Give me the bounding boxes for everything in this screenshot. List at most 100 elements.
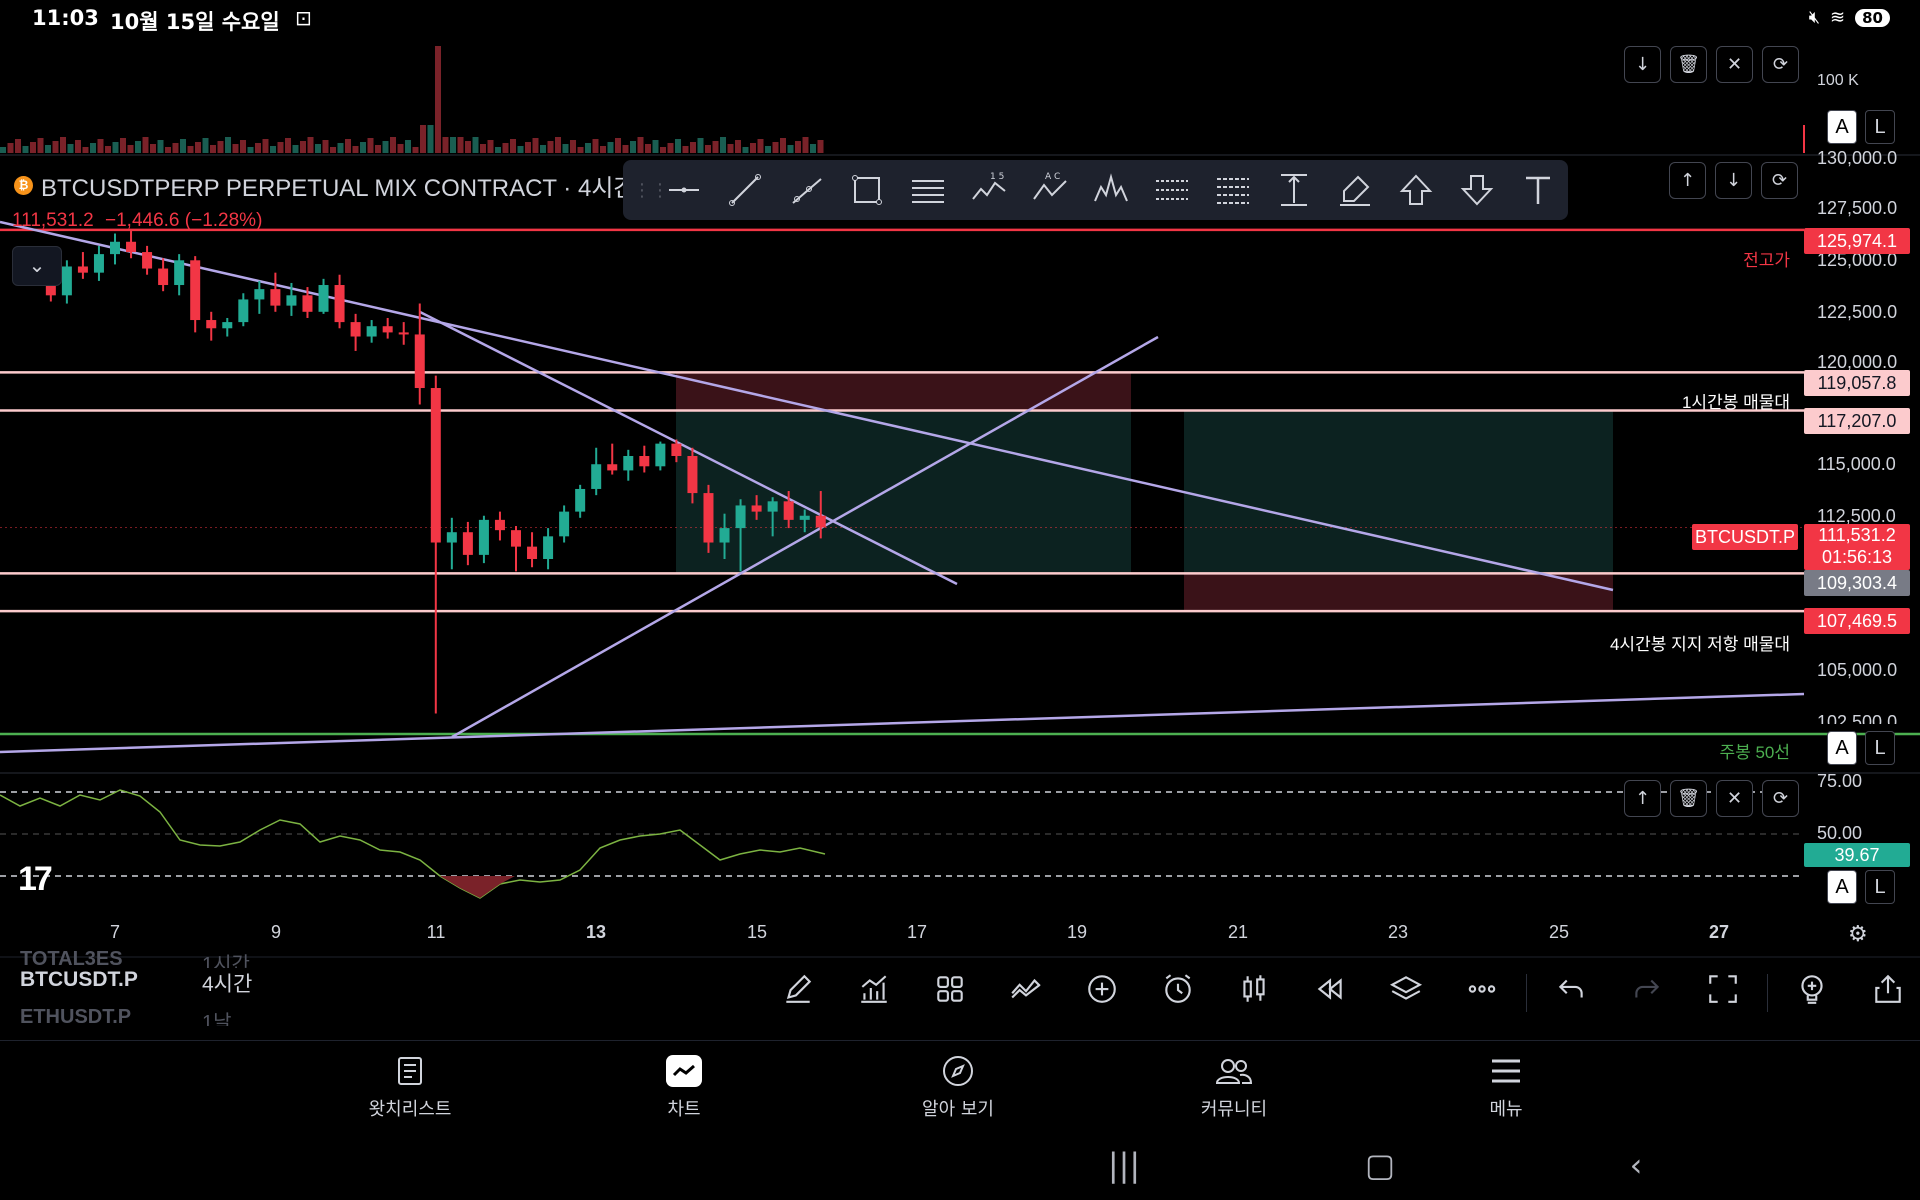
brush-tool[interactable] (1324, 166, 1385, 214)
tradingview-logo: 17 (18, 860, 53, 898)
text-icon (1525, 176, 1550, 204)
price-range-tool[interactable] (1263, 166, 1324, 214)
volume-bar (630, 141, 636, 153)
symbol-quick-item[interactable]: ETHUSDT.P 1날 (20, 1006, 252, 1026)
layers-icon[interactable] (1368, 972, 1444, 1014)
symbol-title[interactable]: BTCUSDTPERP PERPETUAL MIX CONTRACT · 4시간… (41, 175, 651, 202)
recent-apps-icon[interactable]: ||| (1107, 1146, 1141, 1184)
candle-body (77, 266, 88, 273)
maximize-pane-button[interactable]: ⟳ (1762, 780, 1799, 817)
log-scale-button[interactable]: L (1865, 110, 1895, 144)
fib-extension-tool[interactable] (1202, 166, 1263, 214)
volume-bar (15, 139, 21, 153)
idea-icon[interactable] (1774, 972, 1850, 1014)
arrow-up-tool[interactable] (1385, 166, 1446, 214)
nav-chart[interactable]: 차트 (614, 1051, 754, 1121)
candle-body (462, 532, 473, 555)
abc-pattern-icon: A C (1032, 172, 1067, 200)
time-tick: 13 (585, 922, 607, 942)
share-icon[interactable] (1850, 972, 1920, 1014)
head-shoulders-tool[interactable] (1080, 166, 1141, 214)
candle-body (254, 289, 265, 300)
auto-scale-button[interactable]: A (1827, 110, 1857, 144)
volume-bar (157, 140, 164, 153)
weekly-ma-label: 주봉 50선 (1719, 743, 1790, 762)
price-tick: 105,000.0 (1817, 660, 1898, 680)
back-icon[interactable]: ‹ (1629, 1146, 1643, 1184)
auto-scale-button[interactable]: A (1827, 870, 1857, 904)
collapse-legend-button[interactable]: ⌄ (12, 246, 62, 286)
log-scale-button[interactable]: L (1865, 731, 1895, 765)
ray-tool[interactable] (775, 166, 836, 214)
volume-bar (345, 139, 351, 153)
home-icon[interactable]: ▢ (1364, 1146, 1396, 1184)
alert-clock-icon[interactable] (1140, 972, 1216, 1014)
layout-grid-icon[interactable] (912, 972, 988, 1014)
add-symbol-icon[interactable] (1064, 972, 1140, 1014)
candle-type-icon[interactable] (1216, 972, 1292, 1014)
fib-retracement-tool[interactable] (1141, 166, 1202, 214)
arrow-down-icon (1460, 175, 1493, 206)
collapse-pane-button[interactable]: ✕ (1716, 46, 1753, 83)
watchlist-icon (340, 1051, 480, 1091)
rectangle-tool[interactable] (836, 166, 897, 214)
drawing-tools-icon[interactable] (760, 972, 836, 1014)
text-tool[interactable] (1507, 166, 1568, 214)
nav-community[interactable]: 커뮤니티 (1164, 1051, 1304, 1121)
symbol-quick-item[interactable]: TOTAL3ES 1시간 (20, 948, 252, 968)
rsi-oversold-fill (440, 876, 515, 898)
volume-bar (652, 140, 659, 153)
abc-pattern-tool[interactable]: A C (1019, 166, 1080, 214)
nav-watchlist[interactable]: 왓치리스트 (340, 1051, 480, 1121)
parallel-channel-tool[interactable] (897, 166, 958, 214)
inner-trendline (419, 310, 958, 586)
volume-bar (82, 147, 89, 153)
volume-bar (750, 143, 756, 153)
nav-menu[interactable]: 메뉴 (1436, 1051, 1576, 1121)
nav-explore[interactable]: 알아 보기 (888, 1051, 1028, 1121)
indicators-icon[interactable] (836, 972, 912, 1014)
delete-pane-button[interactable]: 🗑 (1670, 780, 1707, 817)
auto-scale-button[interactable]: A (1827, 731, 1857, 765)
settings-icon[interactable]: ⚙ (1848, 922, 1868, 947)
symbol-header[interactable]: ₿ BTCUSDTPERP PERPETUAL MIX CONTRACT · 4… (14, 168, 650, 203)
elliott-wave-tool[interactable]: 1 5 (958, 166, 1019, 214)
volume-bar (240, 140, 246, 153)
volume-bar (22, 146, 29, 153)
undo-icon[interactable] (1533, 972, 1609, 1014)
fullscreen-icon[interactable] (1685, 972, 1761, 1014)
dot-line-tool[interactable] (653, 166, 714, 214)
arrow-down-tool[interactable] (1446, 166, 1507, 214)
maximize-pane-button[interactable]: ⟳ (1762, 46, 1799, 83)
zone-price-tag: 117,207.0 (1804, 408, 1910, 434)
svg-text:A C: A C (1045, 172, 1060, 182)
redo-icon[interactable] (1609, 972, 1685, 1014)
high-label: 전고가 (1743, 251, 1790, 270)
time-tick: 17 (906, 922, 928, 942)
zone-1h-label: 1시간봉 매물대 (1681, 393, 1790, 412)
log-scale-button[interactable]: L (1865, 870, 1895, 904)
symbol-quick-item[interactable]: BTCUSDT.P 4시간 (20, 968, 252, 1006)
chart-canvas[interactable] (0, 0, 1920, 1000)
volume-bar (712, 141, 719, 153)
drag-handle-icon[interactable]: ⋮⋮ (633, 179, 669, 201)
symbol-quick-list[interactable]: TOTAL3ES 1시간 BTCUSDT.P 4시간 ETHUSDT.P 1날 (20, 948, 252, 1026)
compare-icon[interactable] (988, 972, 1064, 1014)
move-up-button[interactable]: ↑ (1624, 780, 1661, 817)
maximize-pane-button[interactable]: ⟳ (1761, 162, 1798, 199)
quick-symbol: TOTAL3ES (20, 948, 123, 968)
nav-label: 왓치리스트 (368, 1099, 452, 1120)
time-tick: 19 (1066, 922, 1088, 942)
volume-bar (690, 142, 696, 153)
trend-line-tool[interactable] (714, 166, 775, 214)
delete-pane-button[interactable]: 🗑 (1670, 46, 1707, 83)
move-down-button[interactable]: ↓ (1624, 46, 1661, 83)
volume-bar (540, 145, 546, 153)
move-up-button[interactable]: ↑ (1669, 162, 1706, 199)
last-price: 111,531.2 (12, 210, 94, 231)
collapse-pane-button[interactable]: ✕ (1716, 780, 1753, 817)
rsi-al-buttons: A L (1827, 870, 1895, 904)
move-down-button[interactable]: ↓ (1715, 162, 1752, 199)
replay-icon[interactable] (1292, 972, 1368, 1014)
more-icon[interactable] (1444, 972, 1520, 1014)
